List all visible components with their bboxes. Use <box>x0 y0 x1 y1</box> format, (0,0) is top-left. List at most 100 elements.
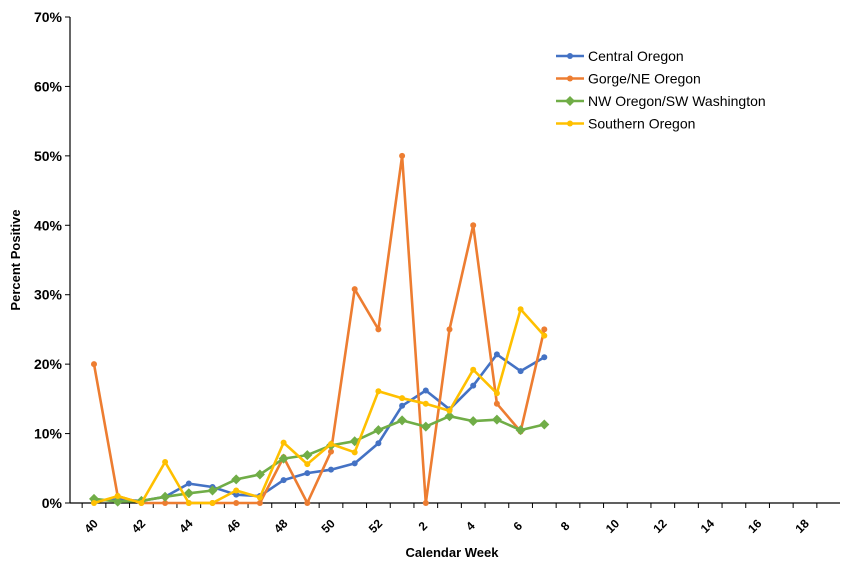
legend-item: NW Oregon/SW Washington <box>556 93 766 109</box>
data-point <box>256 500 263 506</box>
data-point <box>185 480 192 487</box>
data-point <box>351 460 358 467</box>
data-point <box>541 354 548 361</box>
y-tick-label: 60% <box>34 78 63 94</box>
data-point <box>278 453 289 464</box>
x-tick-label: 16 <box>745 516 765 536</box>
data-point <box>422 400 429 407</box>
legend-marker <box>567 53 573 59</box>
data-point <box>420 421 431 432</box>
data-point <box>233 500 240 506</box>
x-tick-label: 50 <box>318 516 338 536</box>
x-axis-title: Calendar Week <box>406 545 500 560</box>
x-tick-label: 40 <box>81 516 101 536</box>
data-point <box>91 500 97 506</box>
series-line <box>93 414 545 503</box>
data-point <box>233 487 240 494</box>
legend-label: Gorge/NE Oregon <box>588 71 701 87</box>
data-point <box>328 440 334 447</box>
y-tick-label: 10% <box>34 426 63 442</box>
data-point <box>541 326 548 333</box>
legend-label: NW Oregon/SW Washington <box>588 93 766 109</box>
data-point <box>373 425 384 436</box>
data-point <box>470 222 477 229</box>
x-tick-label: 44 <box>176 516 196 536</box>
data-point <box>375 388 382 395</box>
data-point <box>493 400 500 407</box>
x-tick-label: 48 <box>271 516 291 536</box>
data-point <box>493 390 500 397</box>
data-point <box>162 459 169 466</box>
x-tick-label: 4 <box>463 519 478 534</box>
data-point <box>468 416 479 427</box>
x-tick-label: 14 <box>698 516 718 536</box>
series-4 <box>91 306 548 506</box>
data-point <box>233 491 240 498</box>
data-point <box>114 493 121 500</box>
data-point <box>304 461 311 468</box>
data-point <box>539 419 550 430</box>
x-tick-label: 52 <box>366 516 386 536</box>
data-point <box>399 402 406 409</box>
data-point <box>517 306 524 313</box>
data-point <box>493 351 500 358</box>
x-tick-labels: 40 42 44 46 48 50 52 2 4 6 8 10 12 14 16 18 <box>81 503 818 536</box>
y-tick-label: 40% <box>34 217 63 233</box>
legend: Central Oregon Gorge/NE Oregon NW Oregon/S… <box>556 48 766 132</box>
x-tick-label: 12 <box>650 516 670 536</box>
data-point <box>256 494 263 501</box>
data-point <box>375 326 382 333</box>
data-point <box>183 488 194 499</box>
x-tick-label: 8 <box>558 519 573 534</box>
data-point <box>138 500 145 506</box>
data-point <box>91 361 97 368</box>
data-point <box>351 286 358 293</box>
data-point <box>209 500 216 506</box>
data-point <box>328 448 334 455</box>
data-point <box>160 491 171 502</box>
legend-item: Southern Oregon <box>556 116 695 132</box>
legend-item: Central Oregon <box>556 48 684 64</box>
data-point <box>375 440 382 447</box>
data-point <box>541 332 548 339</box>
axes <box>69 17 840 504</box>
data-point <box>185 500 192 506</box>
x-tick-label: 46 <box>224 516 244 536</box>
data-point <box>304 470 311 477</box>
legend-item: Gorge/NE Oregon <box>556 71 701 87</box>
data-point <box>207 485 218 496</box>
data-point <box>446 326 453 333</box>
y-tick-label: 50% <box>34 148 63 164</box>
x-tick-label: 42 <box>129 516 149 536</box>
data-point <box>470 382 477 389</box>
legend-label: Southern Oregon <box>588 116 695 132</box>
data-point <box>304 500 311 506</box>
x-tick-label: 6 <box>510 519 525 534</box>
data-point <box>399 152 406 159</box>
data-point <box>470 366 477 373</box>
data-point <box>422 387 429 394</box>
data-point <box>280 439 287 446</box>
data-point <box>444 411 455 422</box>
data-point <box>446 407 453 414</box>
y-tick-label: 30% <box>34 287 63 303</box>
y-tick-labels: 0% 10% 20% 30% 40% 50% 60% 70% <box>34 9 70 511</box>
data-point <box>491 414 502 425</box>
series-line <box>92 154 546 505</box>
data-point <box>397 415 408 426</box>
data-point <box>280 477 287 484</box>
data-point <box>231 474 242 485</box>
data-point <box>112 496 123 507</box>
x-tick-label: 18 <box>792 516 812 536</box>
data-point <box>254 469 265 480</box>
data-point <box>162 500 169 506</box>
legend-marker <box>565 96 575 106</box>
data-point <box>399 395 406 402</box>
x-tick-label: 10 <box>603 516 623 536</box>
data-point <box>422 500 429 506</box>
data-point <box>328 466 334 473</box>
y-tick-label: 20% <box>34 356 63 372</box>
data-point <box>517 368 524 375</box>
legend-label: Central Oregon <box>588 48 684 64</box>
